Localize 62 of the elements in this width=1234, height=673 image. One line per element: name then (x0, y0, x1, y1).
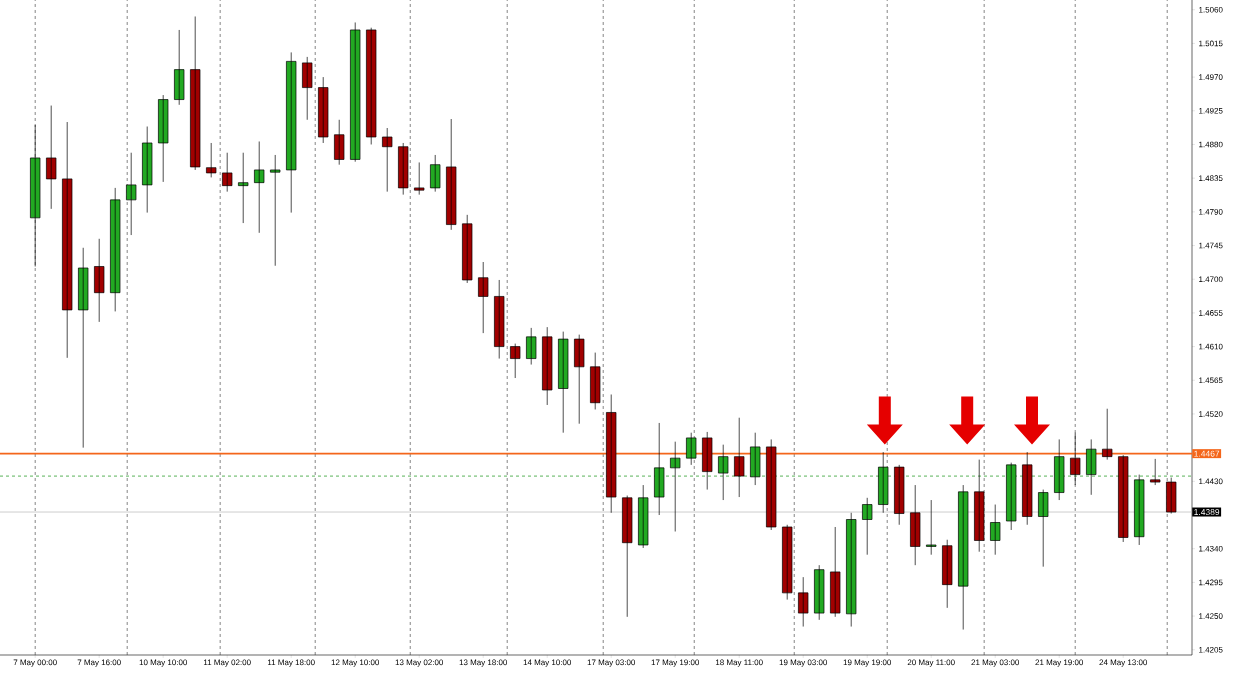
candlestick (574, 334, 585, 425)
candlestick (702, 431, 713, 490)
candlestick (478, 261, 489, 334)
candlestick (558, 331, 569, 434)
candlestick (638, 484, 649, 549)
candlestick (798, 576, 809, 627)
candlestick (1118, 454, 1129, 543)
candlestick (94, 238, 105, 323)
candlestick (446, 118, 457, 231)
candlestick (734, 417, 745, 498)
candlestick (318, 76, 329, 144)
candlestick (334, 119, 345, 166)
candlestick (350, 22, 361, 163)
candlestick (462, 214, 473, 284)
candlestick (366, 27, 377, 145)
candlestick (1038, 489, 1049, 568)
candlestick (622, 495, 633, 618)
candlestick (190, 16, 201, 171)
ref-line-label: 1.4389 (1194, 509, 1220, 516)
candlestick (990, 504, 1001, 556)
candlestick (142, 126, 153, 213)
candlestick (286, 52, 297, 213)
candlestick (1166, 477, 1177, 514)
candlestick (110, 187, 121, 312)
candlestick (30, 124, 41, 267)
candlestick (526, 327, 537, 365)
candlestick (398, 142, 409, 195)
candlestick (494, 279, 505, 359)
candlestick (46, 105, 57, 210)
candlestick (302, 56, 313, 121)
candlestick (766, 439, 777, 531)
candlestick (894, 464, 905, 526)
candlestick (126, 152, 137, 236)
candlestick (78, 247, 89, 448)
candlestick (942, 539, 953, 609)
candlestick (382, 127, 393, 192)
candlestick (254, 141, 265, 234)
candlestick (910, 484, 921, 566)
candlestick (974, 459, 985, 553)
candlestick (238, 152, 249, 224)
candlestick (542, 326, 553, 406)
candlestick (686, 432, 697, 466)
candlestick (590, 352, 601, 410)
candlestick (510, 343, 521, 379)
candlestick (926, 499, 937, 556)
candlestick (174, 29, 185, 106)
candlestick (430, 154, 441, 192)
candlestick (814, 564, 825, 621)
candlestick (158, 94, 169, 183)
candlestick (1070, 432, 1081, 486)
candlestick (1102, 408, 1113, 460)
candlestick (846, 512, 857, 627)
ref-line-label: 1.4467 (1194, 450, 1220, 457)
candlestick (606, 394, 617, 514)
candlestick (782, 524, 793, 600)
candlestick (222, 152, 233, 192)
candlestick (862, 497, 873, 556)
candlestick (1022, 451, 1033, 526)
candlestick (830, 526, 841, 618)
candlestick (958, 484, 969, 630)
candlestick (62, 121, 73, 359)
candlestick (206, 142, 217, 178)
